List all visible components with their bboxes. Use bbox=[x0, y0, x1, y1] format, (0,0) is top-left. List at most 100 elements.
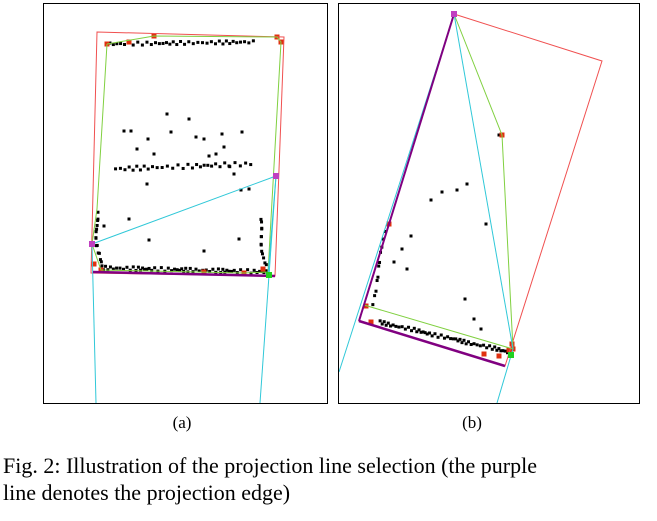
scan-point bbox=[209, 40, 213, 44]
scan-point bbox=[96, 210, 100, 214]
scan-point bbox=[252, 268, 256, 272]
scan-point bbox=[118, 166, 122, 170]
scan-point bbox=[94, 236, 98, 240]
scan-point bbox=[210, 164, 214, 168]
scan-point bbox=[436, 335, 440, 339]
scan-point bbox=[183, 42, 187, 46]
scan-point bbox=[229, 269, 233, 273]
scan-point bbox=[94, 230, 98, 234]
scan-point bbox=[221, 267, 225, 271]
scan-point bbox=[115, 42, 119, 46]
scan-point bbox=[239, 40, 243, 44]
scan-point bbox=[145, 40, 149, 44]
scan-point bbox=[100, 264, 104, 268]
scan-point bbox=[232, 172, 236, 176]
scan-point bbox=[490, 347, 494, 351]
scan-point bbox=[454, 337, 458, 341]
subfigure-a-panel bbox=[43, 3, 328, 404]
scan-point bbox=[96, 219, 100, 223]
scan-point bbox=[197, 269, 201, 273]
scan-point bbox=[142, 164, 146, 168]
scan-point bbox=[155, 166, 159, 170]
scan-point bbox=[217, 39, 221, 43]
scan-point bbox=[377, 264, 381, 268]
scan-point bbox=[451, 337, 455, 341]
scan-point bbox=[225, 268, 229, 272]
scan-point bbox=[260, 270, 264, 274]
scan-point bbox=[397, 325, 401, 329]
scan-point bbox=[501, 349, 505, 353]
scan-point bbox=[386, 321, 390, 325]
scan-points-a bbox=[91, 33, 284, 276]
scan-point bbox=[463, 297, 467, 301]
scan-point bbox=[497, 133, 501, 137]
scan-point bbox=[211, 267, 215, 271]
hull-vertex bbox=[368, 319, 374, 325]
scan-point bbox=[259, 217, 263, 221]
hull-vertex bbox=[506, 347, 512, 353]
scan-point bbox=[380, 322, 384, 326]
scan-point bbox=[180, 267, 184, 271]
scan-point bbox=[207, 154, 211, 158]
scan-point bbox=[260, 252, 264, 256]
scan-point bbox=[467, 340, 471, 344]
scan-point bbox=[238, 164, 242, 168]
scan-point bbox=[374, 289, 378, 293]
scan-point bbox=[259, 243, 263, 247]
scan-point bbox=[233, 161, 237, 165]
scan-point bbox=[260, 249, 264, 253]
scan-point bbox=[184, 266, 188, 270]
scan-point bbox=[202, 137, 206, 141]
scan-point bbox=[394, 324, 398, 328]
scan-point bbox=[421, 330, 425, 334]
scan-point bbox=[115, 266, 119, 270]
scan-point bbox=[171, 40, 175, 44]
scan-point bbox=[244, 161, 248, 165]
scan-point bbox=[440, 190, 444, 194]
scan-point bbox=[264, 269, 268, 273]
scan-point bbox=[111, 267, 115, 271]
scan-point bbox=[127, 165, 131, 169]
scan-point bbox=[478, 344, 482, 348]
projection-vertex-b bbox=[451, 11, 457, 17]
scan-point bbox=[228, 42, 232, 46]
scan-point bbox=[194, 135, 198, 139]
projection-edge-b-bottom bbox=[358, 319, 506, 368]
scan-point bbox=[263, 261, 267, 265]
projection-edge-b-top bbox=[358, 13, 455, 322]
green-vertex-a bbox=[266, 272, 272, 278]
scan-point bbox=[493, 345, 497, 349]
hull-vertex bbox=[91, 261, 97, 267]
scan-point bbox=[383, 230, 387, 234]
scan-point bbox=[214, 162, 218, 166]
scan-point bbox=[188, 266, 192, 270]
scan-point bbox=[95, 243, 99, 247]
scan-point bbox=[446, 335, 450, 339]
scan-point bbox=[462, 338, 466, 342]
hull-vertex bbox=[481, 351, 487, 357]
scan-point bbox=[376, 275, 380, 279]
scan-point bbox=[216, 267, 220, 271]
scan-point bbox=[262, 256, 266, 260]
hull-vertex bbox=[126, 39, 132, 45]
scan-point bbox=[131, 168, 135, 172]
scan-point bbox=[191, 42, 195, 46]
scan-point bbox=[165, 112, 169, 116]
scan-point bbox=[147, 266, 151, 270]
scan-point bbox=[206, 163, 210, 167]
scan-point bbox=[371, 303, 375, 307]
scan-point bbox=[196, 40, 200, 44]
scan-point bbox=[129, 129, 133, 133]
bounding-rectangle-b bbox=[358, 13, 603, 367]
bounding-rectangle-a bbox=[90, 31, 285, 277]
projection-vertex-a-2 bbox=[273, 173, 279, 179]
scan-point bbox=[208, 269, 212, 273]
subfigure-a-plot bbox=[89, 31, 285, 403]
scan-point bbox=[403, 327, 407, 331]
scan-point bbox=[194, 267, 198, 271]
scan-point bbox=[136, 40, 140, 44]
scan-point bbox=[246, 268, 250, 272]
scan-point bbox=[259, 235, 263, 239]
scan-point bbox=[412, 326, 416, 330]
hull-vertex bbox=[496, 353, 502, 359]
